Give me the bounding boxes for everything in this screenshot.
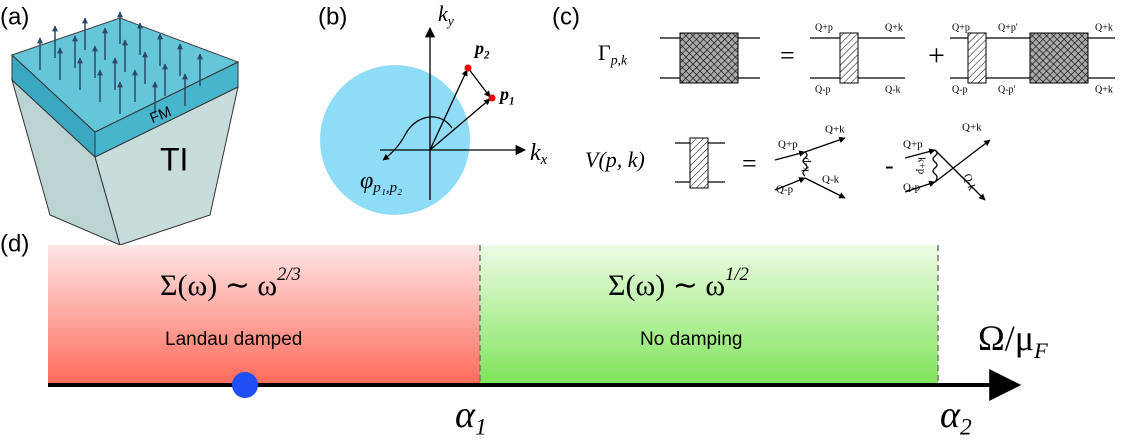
alpha1-label-main: α xyxy=(455,394,476,436)
kx-label-main: k xyxy=(530,140,541,166)
momentum-label: Q-p xyxy=(776,184,794,196)
kx-label-sub: x xyxy=(540,153,548,169)
gamma-label-sub: p,k xyxy=(610,53,628,68)
figure: (a)(b)(c)(d)FMTIkykxp2p1φp₁,p₂Γp,k=+=-V(… xyxy=(0,0,1143,445)
momentum-label: k-p xyxy=(800,157,812,172)
phi-label-sub: p₁,p₂ xyxy=(372,181,402,197)
self-energy-left-exp: 2/3 xyxy=(277,264,301,285)
p2-label-main: p xyxy=(473,38,484,58)
momentum-label: Q-p xyxy=(952,84,968,95)
momentum-label: Q+p' xyxy=(998,22,1018,33)
self-energy-left-main: Σ(ω) ∼ ω xyxy=(160,269,277,302)
momentum-label: Q-p xyxy=(815,84,831,95)
p1-label-sub: 1 xyxy=(509,95,515,107)
p1-label-main: p xyxy=(498,84,509,104)
equals: = xyxy=(780,41,795,70)
ti-label: TI xyxy=(160,141,188,177)
regime-caption: No damping xyxy=(640,329,742,350)
minus: - xyxy=(885,151,894,180)
axis-label: Ω/μF xyxy=(978,318,1048,363)
ky-label-sub: y xyxy=(446,14,455,29)
panel-label: (c) xyxy=(552,3,580,30)
momentum-label: Q+k xyxy=(1095,84,1113,95)
self-energy-right-exp: 1/2 xyxy=(725,264,749,285)
momentum-label: k+p xyxy=(915,157,927,175)
p1-label: p1 xyxy=(498,84,515,107)
alpha2-label: α2 xyxy=(940,394,972,441)
gamma-label: Γp,k xyxy=(598,40,628,68)
momentum-label: Q+p xyxy=(952,22,970,33)
momentum-label: Q+p xyxy=(815,22,833,33)
axis-label-main: Ω/μ xyxy=(978,318,1034,358)
fermi-disk xyxy=(320,28,525,215)
ti-block xyxy=(12,12,238,245)
phi-label-main: φ xyxy=(360,168,373,194)
momentum-label: Q-k xyxy=(822,174,840,186)
momentum-label: Q-p' xyxy=(998,84,1016,95)
momentum-label: Q+k xyxy=(885,22,903,33)
momentum-label: Q+k xyxy=(1095,22,1113,33)
ky-label: ky xyxy=(438,1,455,29)
panel-label: (b) xyxy=(318,3,347,30)
axis-label-sub: F xyxy=(1033,338,1048,363)
panel-label: (d) xyxy=(0,230,29,257)
regime-caption: Landau damped xyxy=(165,329,302,350)
p2-label-sub: 2 xyxy=(483,49,490,61)
v-label: V(p, k) xyxy=(585,147,645,172)
equals: = xyxy=(742,149,757,178)
alpha2-label-sub: 2 xyxy=(960,415,972,441)
momentum-label: Q+p xyxy=(778,139,798,151)
alpha1-label: α1 xyxy=(455,394,487,441)
momentum-label: Q+p xyxy=(903,139,923,151)
momentum-label: Q+k xyxy=(962,122,982,134)
momentum-label: Q-p xyxy=(903,182,921,194)
momentum-label: Q+k xyxy=(825,124,845,136)
alpha2-label-main: α xyxy=(940,394,961,436)
gamma-label-main: Γ xyxy=(598,40,611,65)
kx-label: kx xyxy=(530,140,548,169)
alpha1-label-sub: 1 xyxy=(475,415,487,441)
p2-label: p2 xyxy=(473,38,490,61)
self-energy-right-main: Σ(ω) ∼ ω xyxy=(608,269,725,302)
panel-label: (a) xyxy=(0,3,29,30)
plus: + xyxy=(928,39,945,72)
momentum-label: Q-k xyxy=(885,84,901,95)
